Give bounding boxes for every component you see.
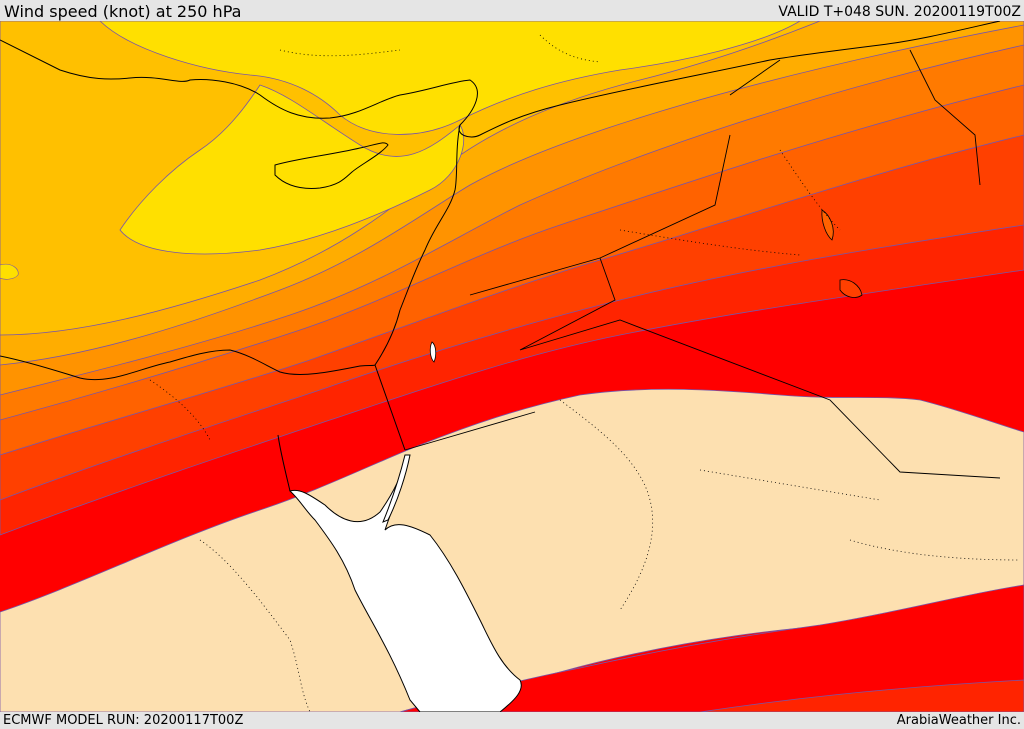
band-yellow-patch xyxy=(0,263,19,280)
gulf-of-aqaba xyxy=(382,454,411,523)
map-title: Wind speed (knot) at 250 hPa xyxy=(4,2,242,21)
band-red1-south xyxy=(699,679,1024,712)
model-run: ECMWF MODEL RUN: 20200117T00Z xyxy=(3,713,244,728)
lake-iraq xyxy=(839,279,863,298)
sinai-coast xyxy=(277,364,406,492)
band-yellow-west xyxy=(119,84,465,255)
border-lines xyxy=(404,49,1001,479)
header-bar xyxy=(0,0,1024,21)
band-yellow-north xyxy=(99,21,801,135)
credit: ArabiaWeather Inc. xyxy=(896,713,1021,728)
coastline-egypt xyxy=(0,349,376,381)
coastline-turkey xyxy=(0,21,1001,138)
valid-time: VALID T+048 SUN. 20200119T00Z xyxy=(778,4,1021,20)
red-sea xyxy=(289,454,522,712)
coastline-levant xyxy=(374,124,461,366)
lake-dead-sea xyxy=(429,341,437,363)
lake-iraq-2 xyxy=(821,209,834,241)
low-wind-region xyxy=(0,388,1024,712)
footer-bar xyxy=(0,712,1024,729)
admin-boundaries xyxy=(149,34,1021,712)
wind-speed-map xyxy=(0,21,1024,712)
cyprus xyxy=(274,142,389,189)
